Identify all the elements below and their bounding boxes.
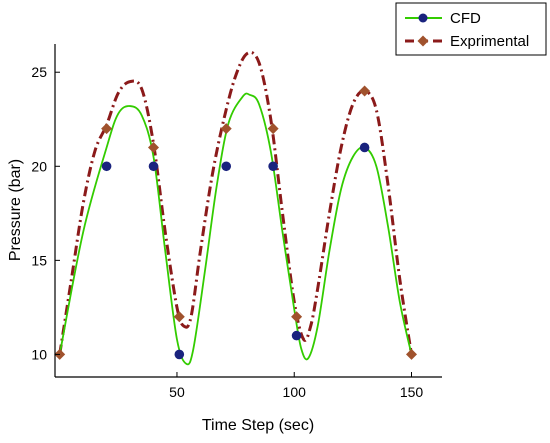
cfd-data-point — [174, 349, 185, 360]
x-tick-label: 150 — [400, 384, 424, 400]
experimental-data-point — [291, 311, 303, 323]
y-axis-title: Pressure (bar) — [7, 159, 24, 261]
legend-exp-marker — [417, 35, 429, 47]
y-tick-label: 10 — [31, 346, 47, 362]
legend: CFD Exprimental — [395, 2, 547, 56]
cfd-data-point — [291, 330, 302, 341]
experimental-data-point — [148, 141, 160, 153]
plot-area — [54, 50, 418, 366]
cfd-data-point — [101, 161, 112, 172]
cfd-data-point — [148, 161, 159, 172]
experimental-data-point — [173, 311, 185, 323]
experimental-data-point — [406, 348, 418, 360]
y-tick-label: 15 — [31, 252, 47, 268]
cfd-data-point — [221, 161, 232, 172]
x-tick-label: 50 — [169, 384, 185, 400]
experimental-data-point — [359, 85, 371, 97]
legend-cfd-marker — [418, 13, 428, 23]
cfd-data-point — [268, 161, 278, 172]
series-line-experimental — [58, 50, 413, 355]
x-tick-label: 100 — [283, 384, 307, 400]
experimental-data-point — [267, 123, 279, 135]
legend-exp-label: Exprimental — [450, 33, 529, 50]
experimental-data-point — [220, 123, 232, 135]
experimental-data-point — [101, 123, 113, 135]
axis-ticks: 50 100 150 10 15 20 25 — [31, 64, 423, 400]
legend-box — [395, 2, 547, 56]
x-axis-title: Time Step (sec) — [202, 417, 314, 434]
cfd-data-point — [359, 142, 370, 153]
series-line-cfd — [58, 92, 413, 366]
legend-cfd-label: CFD — [450, 10, 481, 27]
y-tick-label: 25 — [31, 64, 47, 80]
y-tick-label: 20 — [31, 158, 47, 174]
